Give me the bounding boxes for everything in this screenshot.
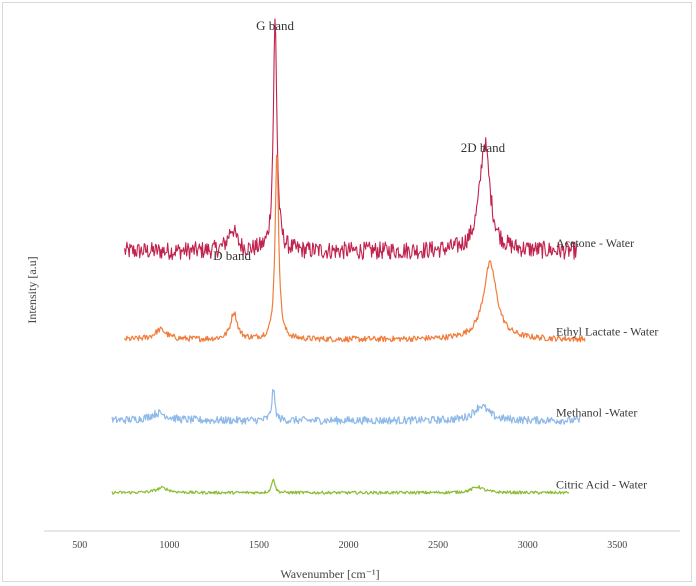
series-labels: Acetone - Water Ethyl Lactate - Water Meth…	[556, 236, 658, 492]
x-tick-label: 3000	[518, 540, 538, 551]
series-label-1: Acetone - Water	[556, 236, 634, 250]
series-label-3: Methanol -Water	[556, 406, 637, 420]
band-annotation-1: D band	[213, 248, 251, 263]
band-annotation-2: G band	[256, 18, 294, 33]
series-line-4	[111, 478, 570, 495]
series-label-2: Ethyl Lactate - Water	[556, 325, 658, 339]
y-axis-title: Intensity [a.u]	[25, 256, 39, 323]
series-line-1	[124, 18, 579, 261]
series-label-4: Citric Acid - Water	[556, 478, 647, 492]
x-tick-label: 1000	[159, 540, 179, 551]
x-tick-label: 500	[72, 540, 87, 551]
x-tick-label: 2000	[339, 540, 359, 551]
x-axis-title: Wavenumber [cm⁻¹]	[280, 567, 379, 581]
band-annotations: D band G band 2D band	[213, 18, 505, 263]
series-line-2	[124, 154, 586, 343]
x-tick-label: 1500	[249, 540, 269, 551]
x-tick-label: 2500	[428, 540, 448, 551]
x-tick-label: 3500	[607, 540, 627, 551]
band-annotation-3: 2D band	[461, 140, 506, 155]
series-layer	[111, 18, 586, 495]
x-tick-labels: 500 1000 1500 2000 2500 3000 3500	[72, 540, 627, 551]
series-line-3	[111, 388, 581, 425]
